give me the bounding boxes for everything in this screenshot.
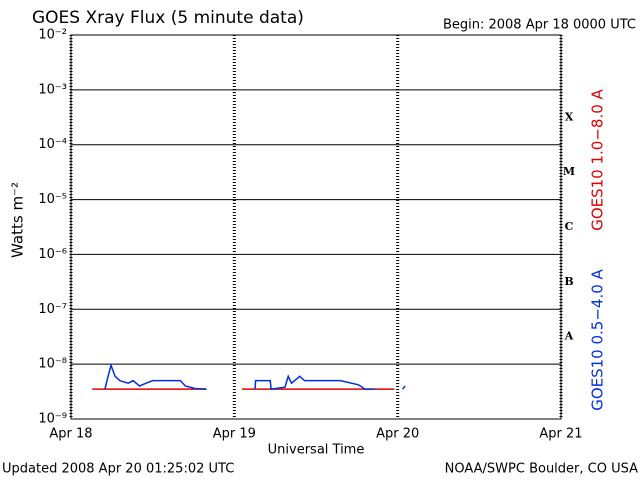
x-tick-label: Apr 18 (49, 427, 92, 442)
flare-class-label: C (565, 220, 574, 233)
y-tick-label: 10⁻⁶ (38, 247, 67, 262)
x-tick-label: Apr 19 (213, 427, 256, 442)
footer-left: Updated 2008 Apr 20 01:25:02 UTC (2, 462, 234, 477)
flare-class-label: A (564, 330, 574, 343)
legend-label: GOES10 1.0−8.0 A (589, 88, 607, 230)
series-line (104, 362, 406, 391)
chart-title: GOES Xray Flux (5 minute data) (32, 8, 304, 28)
flare-class-label: X (565, 110, 574, 123)
flare-class-label: B (564, 275, 573, 288)
y-tick-label: 10⁻² (38, 28, 67, 43)
chart-subtitle: Begin: 2008 Apr 18 0000 UTC (443, 18, 636, 33)
x-tick-label: Apr 20 (376, 427, 419, 442)
x-tick-label: Apr 21 (539, 427, 582, 442)
y-tick-label: 10⁻⁴ (38, 137, 67, 152)
plot-frame (70, 34, 562, 420)
y-tick-label: 10⁻⁸ (38, 357, 67, 372)
x-axis-title: Universal Time (268, 443, 365, 458)
footer-right: NOAA/SWPC Boulder, CO USA (445, 462, 638, 477)
y-tick-label: 10⁻³ (38, 82, 67, 97)
legend-label: GOES10 0.5−4.0 A (589, 268, 607, 410)
y-tick-label: 10⁻⁷ (38, 302, 67, 317)
y-tick-label: 10⁻⁵ (38, 192, 67, 207)
y-tick-label: 10⁻⁹ (38, 412, 67, 427)
flare-class-label: M (563, 165, 575, 178)
y-axis-title: Watts m⁻² (9, 182, 27, 258)
